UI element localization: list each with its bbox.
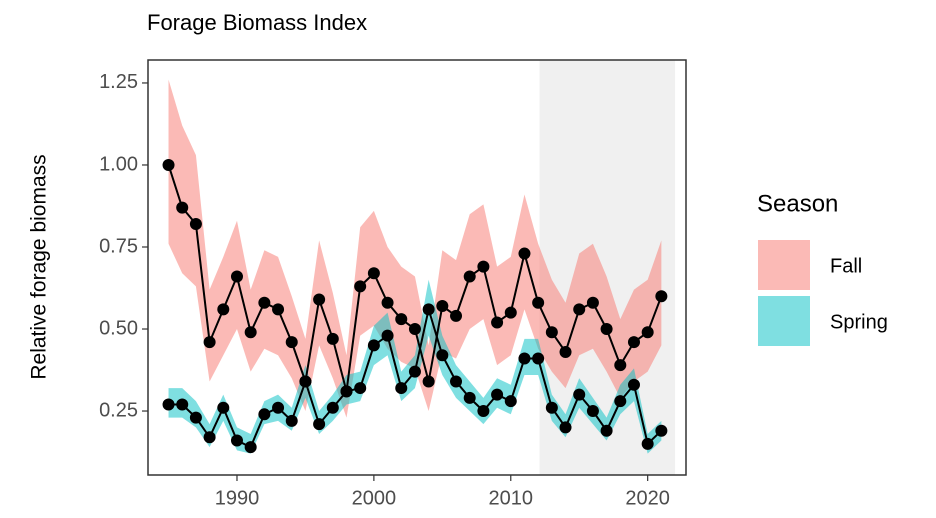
point (176, 398, 189, 411)
point (285, 336, 298, 349)
legend-label: Spring (830, 311, 888, 333)
point (573, 303, 586, 316)
point (627, 378, 640, 391)
point (367, 267, 380, 280)
point (313, 418, 326, 431)
point (614, 395, 627, 408)
point (381, 329, 394, 342)
chart-title: Forage Biomass Index (147, 10, 367, 35)
point (395, 313, 408, 326)
point (230, 434, 243, 447)
point (162, 158, 175, 171)
legend-label: Fall (830, 255, 862, 277)
point (641, 437, 654, 450)
point (436, 300, 449, 313)
point (518, 352, 531, 365)
y-tick-label: 1.00 (99, 153, 138, 175)
point (217, 303, 230, 316)
point (244, 326, 257, 339)
point (586, 296, 599, 309)
point (272, 303, 285, 316)
point (559, 345, 572, 358)
point (381, 296, 394, 309)
point (491, 316, 504, 329)
point (162, 398, 175, 411)
point (641, 326, 654, 339)
point (272, 401, 285, 414)
point (532, 352, 545, 365)
x-tick-label: 2000 (352, 487, 397, 509)
y-tick-label: 0.25 (99, 399, 138, 421)
point (354, 382, 367, 395)
point (189, 218, 202, 231)
point (450, 309, 463, 322)
ribbon (168, 79, 662, 418)
point (299, 375, 312, 388)
point (559, 421, 572, 434)
legend-title: Season (757, 190, 838, 217)
point (518, 247, 531, 260)
point (326, 401, 339, 414)
x-tick-label: 2010 (489, 487, 534, 509)
point (545, 401, 558, 414)
point (313, 293, 326, 306)
point (655, 290, 668, 303)
point (600, 323, 613, 336)
point (189, 411, 202, 424)
point (217, 401, 230, 414)
point (504, 395, 517, 408)
point (408, 323, 421, 336)
point (532, 296, 545, 309)
point (203, 336, 216, 349)
point (655, 424, 668, 437)
point (395, 382, 408, 395)
point (258, 408, 271, 421)
point (463, 391, 476, 404)
point (436, 349, 449, 362)
point (354, 280, 367, 293)
point (203, 431, 216, 444)
point (408, 365, 421, 378)
point (367, 339, 380, 352)
point (477, 405, 490, 418)
point (463, 270, 476, 283)
point (586, 405, 599, 418)
x-tick-label: 1990 (215, 487, 260, 509)
point (491, 388, 504, 401)
point (627, 336, 640, 349)
point (600, 424, 613, 437)
point (450, 375, 463, 388)
point (504, 306, 517, 319)
point (340, 385, 353, 398)
y-tick-label: 0.75 (99, 235, 138, 257)
x-tick-label: 2020 (625, 487, 670, 509)
legend-key (758, 296, 810, 346)
point (244, 441, 257, 454)
point (422, 303, 435, 316)
point (573, 388, 586, 401)
point (614, 359, 627, 372)
point (326, 332, 339, 345)
point (258, 296, 271, 309)
point (477, 260, 490, 273)
point (176, 201, 189, 214)
point (545, 326, 558, 339)
y-axis-title: Relative forage biomass (28, 154, 51, 379)
point (230, 270, 243, 283)
y-tick-label: 1.25 (99, 71, 138, 93)
y-tick-label: 0.50 (99, 317, 138, 339)
point (422, 375, 435, 388)
legend-key (758, 240, 810, 290)
point (285, 414, 298, 427)
panel-border (147, 59, 687, 476)
